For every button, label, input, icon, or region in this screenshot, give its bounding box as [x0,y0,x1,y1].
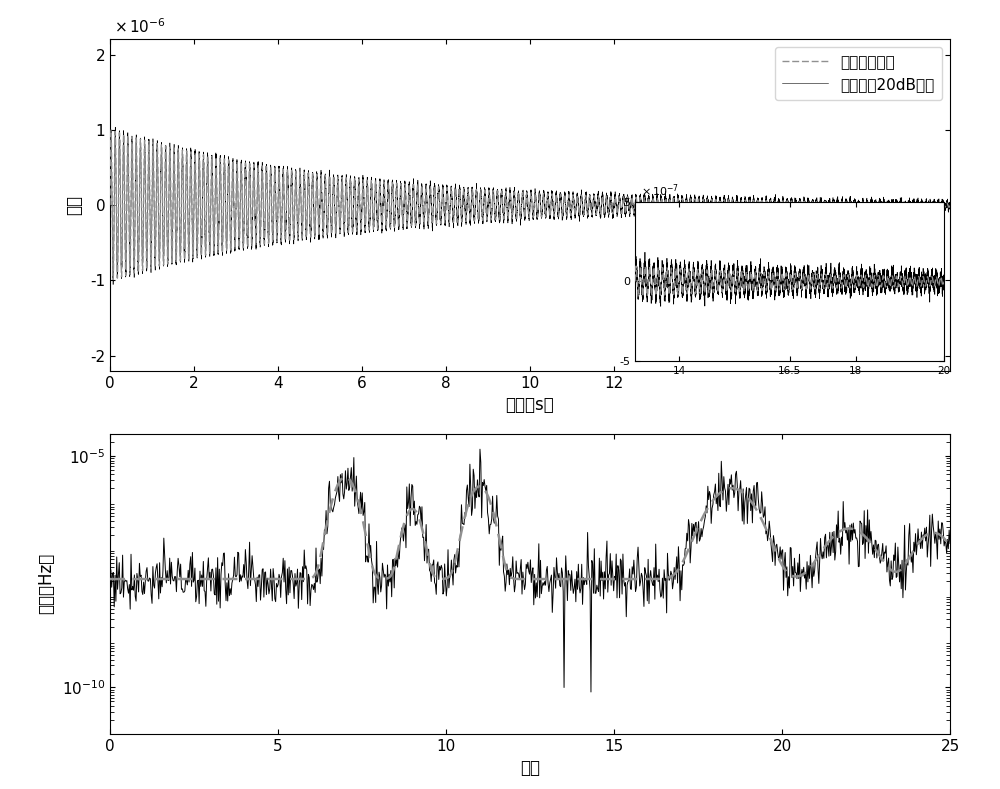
信噪比为20dB数据 [890,197,902,207]
不含噪声数据 [104,200,116,210]
不含噪声数据 [706,195,718,204]
信噪比为20dB数据 [107,280,119,290]
Y-axis label: 频率（Hz）: 频率（Hz） [37,553,55,615]
不含噪声数据 [501,209,513,219]
信噪比为20dB数据 [313,225,325,234]
Line: 信噪比为20dB数据: 信噪比为20dB数据 [110,127,950,285]
不含噪声数据 [105,125,117,135]
信噪比为20dB数据 [706,191,718,200]
不含噪声数据 [313,224,325,234]
X-axis label: 时间（s）: 时间（s） [506,396,554,414]
信噪比为20dB数据 [104,200,116,209]
信噪比为20dB数据 [944,204,956,213]
不含噪声数据 [890,200,902,209]
不含噪声数据 [643,196,655,205]
Y-axis label: 响应: 响应 [65,195,83,215]
信噪比为20dB数据 [643,198,655,208]
Text: $\times\,10^{-6}$: $\times\,10^{-6}$ [114,17,166,36]
Legend: 不含噪声数据, 信噪比为20dB数据: 不含噪声数据, 信噪比为20dB数据 [775,47,942,100]
Line: 不含噪声数据: 不含噪声数据 [110,130,950,279]
不含噪声数据 [612,202,624,211]
信噪比为20dB数据 [612,204,624,213]
不含噪声数据 [107,275,119,284]
信噪比为20dB数据 [501,209,513,219]
信噪比为20dB数据 [109,122,121,132]
X-axis label: 幅値: 幅値 [520,759,540,777]
不含噪声数据 [944,200,956,210]
